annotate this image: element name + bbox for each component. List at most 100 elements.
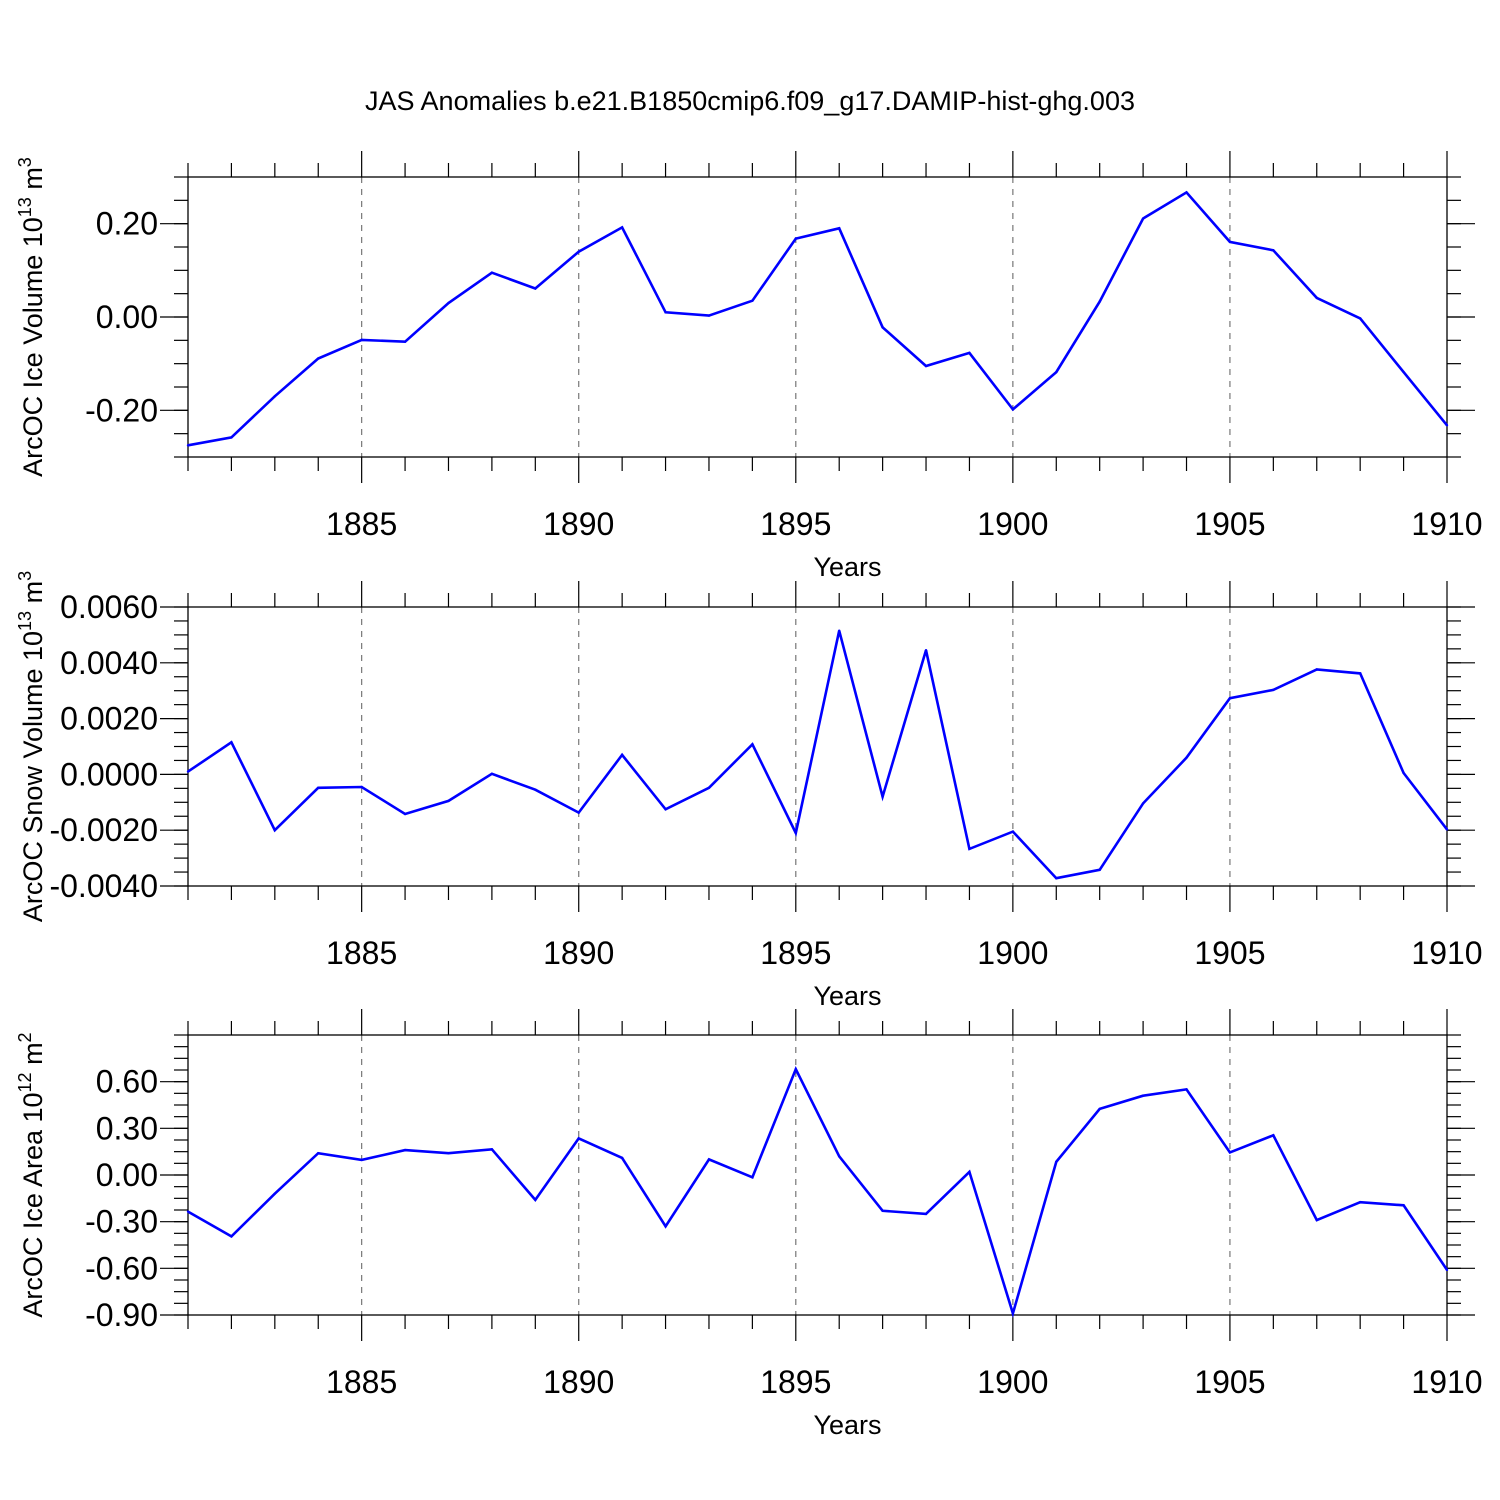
data-point-ice_area-1889 <box>534 1198 537 1202</box>
data-point-ice_area-1897 <box>881 1209 884 1212</box>
series-line-ice_volume <box>187 190 1449 447</box>
data-point-snow_volume-1886 <box>403 812 407 816</box>
data-point-snow_volume-1901 <box>1055 876 1058 880</box>
data-point-ice_volume-1892 <box>664 311 667 314</box>
series-line-snow_volume <box>187 630 1449 880</box>
data-point-ice_volume-1891 <box>620 226 624 229</box>
data-point-ice_volume-1886 <box>403 340 407 343</box>
x-tick-label: 1910 <box>1411 1364 1482 1400</box>
plot-frame <box>187 1034 1448 1316</box>
data-point-ice_area-1885 <box>360 1158 363 1162</box>
y-axis-title-ylabel-unit-exp: 3 <box>15 157 35 167</box>
data-point-snow_volume-1904 <box>1185 756 1188 759</box>
x-tick-label: 1885 <box>326 1364 397 1400</box>
data-point-ice_area-1891 <box>620 1156 624 1160</box>
data-point-ice_area-1900 <box>1011 1312 1015 1315</box>
x-tick-label: 1895 <box>760 935 831 971</box>
data-point-ice_area-1882 <box>230 1235 233 1238</box>
data-point-ice_volume-1883 <box>273 395 277 398</box>
y-axis-title-ylabel-main: ArcOC Ice Volume 10 <box>18 217 48 477</box>
data-point-snow_volume-1887 <box>447 799 450 803</box>
data-point-snow_volume-1892 <box>664 808 667 811</box>
data-point-snow_volume-1893 <box>707 786 711 789</box>
data-point-snow_volume-1899 <box>968 847 971 851</box>
x-tick-label: 1900 <box>977 935 1048 971</box>
data-point-ice_area-1902 <box>1098 1107 1101 1111</box>
data-point-snow_volume-1906 <box>1272 688 1275 692</box>
y-tick-label: 0.60 <box>96 1064 158 1100</box>
data-point-ice_area-1910 <box>1445 1268 1449 1272</box>
data-point-ice_area-1903 <box>1141 1094 1145 1097</box>
y-axis-title-ylabel-unit-exp: 3 <box>15 571 35 581</box>
data-point-snow_volume-1900 <box>1011 830 1015 833</box>
data-point-ice_area-1905 <box>1228 1151 1232 1154</box>
y-axis-title-ylabel-exp: 13 <box>15 611 35 631</box>
data-point-ice_volume-1909 <box>1402 370 1405 374</box>
data-point-ice_area-1907 <box>1315 1218 1318 1222</box>
y-axis-title-ylabel-unit-exp: 2 <box>15 1032 35 1042</box>
y-axis-title-ylabel-main: ArcOC Ice Area 10 <box>18 1092 48 1317</box>
x-tick-label: 1900 <box>977 506 1048 542</box>
x-tick-label: 1890 <box>543 506 614 542</box>
y-axis-title-ylabel-unit: m <box>18 1042 48 1072</box>
x-tick-label: 1885 <box>326 506 397 542</box>
data-point-ice_area-1895 <box>794 1068 797 1071</box>
y-tick-label: 0.0040 <box>60 645 158 681</box>
data-point-snow_volume-1897 <box>881 795 884 798</box>
plot-frame <box>187 176 1448 458</box>
data-point-snow_volume-1889 <box>534 788 537 791</box>
data-point-snow_volume-1884 <box>317 786 320 789</box>
data-point-ice_area-1886 <box>403 1148 407 1152</box>
data-point-ice_volume-1907 <box>1315 296 1318 300</box>
data-point-snow_volume-1898 <box>924 649 928 652</box>
y-axis-title-ylabel-unit: m <box>18 167 48 197</box>
y-axis-title: ArcOC Snow Volume 1013 m3 <box>15 571 48 922</box>
data-point-ice_volume-1908 <box>1358 317 1362 320</box>
data-point-snow_volume-1895 <box>794 831 797 835</box>
y-tick-label: 0.0000 <box>60 756 158 792</box>
data-point-ice_volume-1905 <box>1228 240 1232 244</box>
data-point-ice_volume-1881 <box>186 444 190 447</box>
data-point-ice_volume-1882 <box>230 436 233 439</box>
data-point-snow_volume-1896 <box>838 629 841 632</box>
y-tick-label: 0.0020 <box>60 701 158 737</box>
data-point-ice_volume-1897 <box>881 326 884 329</box>
y-axis-title: ArcOC Ice Volume 1013 m3 <box>15 157 48 477</box>
data-point-snow_volume-1891 <box>620 753 624 757</box>
data-point-ice_area-1887 <box>447 1152 450 1155</box>
x-tick-label: 1885 <box>326 935 397 971</box>
y-axis-title: ArcOC Ice Area 1012 m2 <box>15 1032 48 1317</box>
data-point-ice_area-1899 <box>968 1170 971 1174</box>
y-axis-title-ylabel-unit: m <box>18 581 48 611</box>
data-point-snow_volume-1883 <box>273 829 277 832</box>
y-tick-label: 0.0060 <box>60 589 158 625</box>
y-tick-label: -0.0040 <box>49 868 158 904</box>
data-point-ice_area-1884 <box>317 1152 320 1155</box>
chart-panels: -0.20 0.00 0.20 1885 1890 1895 1900 1905 1910 Yea… <box>15 151 1483 1440</box>
x-tick-label: 1905 <box>1194 935 1265 971</box>
y-axis-title-ylabel-exp: 13 <box>15 197 35 217</box>
data-point-snow_volume-1881 <box>186 770 190 773</box>
data-point-ice_area-1883 <box>273 1192 277 1195</box>
y-tick-label: 0.00 <box>96 1157 158 1193</box>
x-tick-label: 1910 <box>1411 506 1482 542</box>
data-point-ice_area-1901 <box>1055 1160 1058 1163</box>
data-point-ice_volume-1906 <box>1272 249 1275 252</box>
data-point-snow_volume-1885 <box>360 785 363 789</box>
data-point-ice_area-1908 <box>1358 1201 1362 1204</box>
panel-snow_volume: -0.0040 -0.0020 0.0000 0.0020 0.0040 0.0060 18… <box>15 571 1483 1011</box>
data-point-ice_area-1894 <box>751 1176 754 1179</box>
data-point-ice_volume-1901 <box>1055 370 1058 374</box>
data-point-ice_volume-1887 <box>447 301 450 305</box>
data-point-ice_volume-1902 <box>1098 300 1101 303</box>
x-tick-label: 1895 <box>760 1364 831 1400</box>
data-point-ice_volume-1899 <box>968 351 971 355</box>
x-axis-title: Years <box>813 552 881 582</box>
data-point-ice_area-1904 <box>1185 1088 1188 1091</box>
x-axis-title: Years <box>813 981 881 1011</box>
x-tick-label: 1905 <box>1194 1364 1265 1400</box>
data-point-snow_volume-1888 <box>490 772 494 776</box>
panel-ice_volume: -0.20 0.00 0.20 1885 1890 1895 1900 1905 1910 Yea… <box>15 151 1483 582</box>
data-point-ice_volume-1898 <box>924 364 928 368</box>
